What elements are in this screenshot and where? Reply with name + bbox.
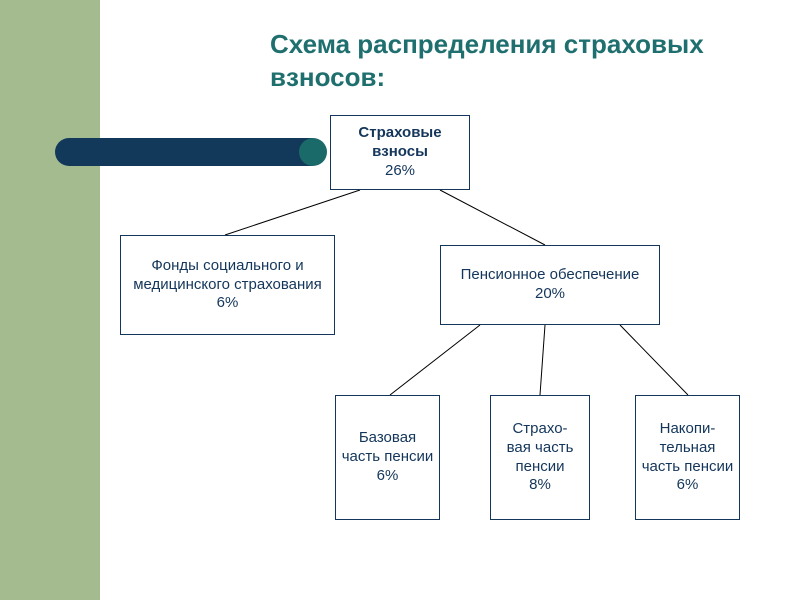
node-pct: 26% [385, 162, 415, 181]
accent-pill [55, 138, 325, 166]
node-pension: Пенсионное обеспечение 20% [440, 245, 660, 325]
node-pct: 6% [377, 467, 399, 486]
node-fund: Фонды социального и медицинского страхов… [120, 235, 335, 335]
node-root: Страховые взносы 26% [330, 115, 470, 190]
node-label: Базовая часть пенсии [340, 429, 435, 467]
node-pct: 6% [677, 476, 699, 495]
node-pct: 6% [217, 294, 239, 313]
left-band [0, 0, 100, 600]
node-base: Базовая часть пенсии 6% [335, 395, 440, 520]
node-label: Пенсионное обеспечение [461, 266, 640, 285]
node-pct: 8% [529, 476, 551, 495]
node-save: Накопи- тельная часть пенсии 6% [635, 395, 740, 520]
node-pct: 20% [535, 285, 565, 304]
node-insure: Страхо- вая часть пенсии 8% [490, 395, 590, 520]
node-label: Фонды социального и медицинского страхов… [125, 257, 330, 295]
node-label: Страховые взносы [335, 124, 465, 162]
node-label: Накопи- тельная часть пенсии [640, 420, 735, 476]
accent-pill-cap [299, 138, 327, 166]
node-label: Страхо- вая часть пенсии [495, 420, 585, 476]
page-title: Схема распределения страховых взносов: [270, 28, 740, 93]
